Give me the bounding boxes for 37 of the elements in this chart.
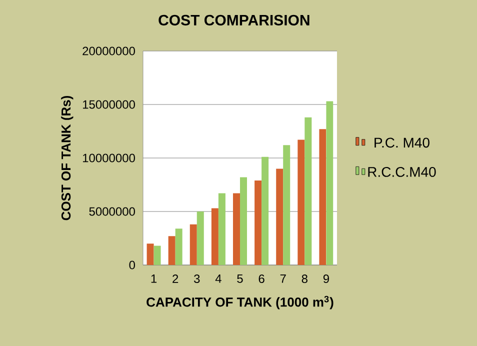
bar [196, 212, 204, 265]
legend-label: R.C.C.M40 [368, 166, 436, 177]
bar [211, 208, 218, 265]
y-tick-label: 0 [129, 260, 136, 270]
bar [168, 236, 176, 265]
bar [262, 156, 269, 265]
bar [276, 168, 284, 265]
x-tick-label: 4 [215, 274, 222, 283]
x-tick-label: 7 [280, 274, 286, 283]
bar [326, 101, 334, 265]
bar [304, 117, 312, 265]
bar [190, 224, 197, 265]
x-tick-label: 1 [151, 274, 157, 283]
y-tick-label: 10000000 [82, 154, 135, 162]
bar [254, 180, 262, 265]
bar [218, 193, 226, 265]
bar [283, 145, 290, 265]
x-axis-title: CAPACITY OF TANK (1000 m$^{3}$) [146, 296, 334, 310]
x-tick-label: 6 [258, 274, 264, 284]
x-tick-label: 2 [172, 274, 178, 283]
x-tick-label: 3 [194, 274, 200, 284]
chart-title: COST COMPARISION [158, 14, 310, 26]
bar [233, 193, 240, 265]
x-tick-label: 9 [323, 274, 329, 284]
bar [146, 244, 154, 265]
y-tick-label: 5000000 [89, 207, 135, 216]
legend-label: P.C. M40 [374, 138, 430, 148]
bar [175, 228, 182, 265]
bar [298, 140, 305, 265]
y-tick-label: 20000000 [82, 46, 135, 56]
bar [319, 129, 326, 265]
y-axis-title: COST OF TANK (Rs) [61, 96, 74, 220]
bar [240, 177, 247, 265]
y-tick-label: 15000000 [82, 100, 135, 109]
bar [154, 246, 161, 265]
x-tick-label: 5 [237, 274, 243, 283]
x-tick-label: 8 [302, 274, 308, 284]
